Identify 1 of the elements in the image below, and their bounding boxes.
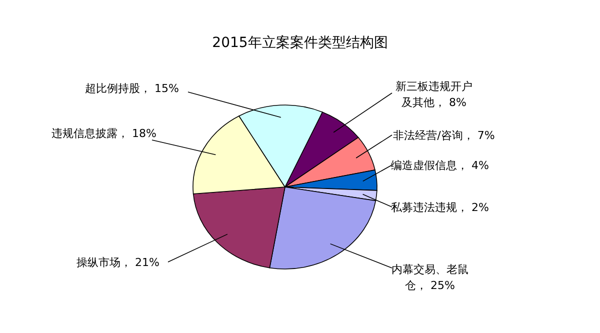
chart-title: 2015年立案案件类型结构图	[212, 34, 388, 51]
